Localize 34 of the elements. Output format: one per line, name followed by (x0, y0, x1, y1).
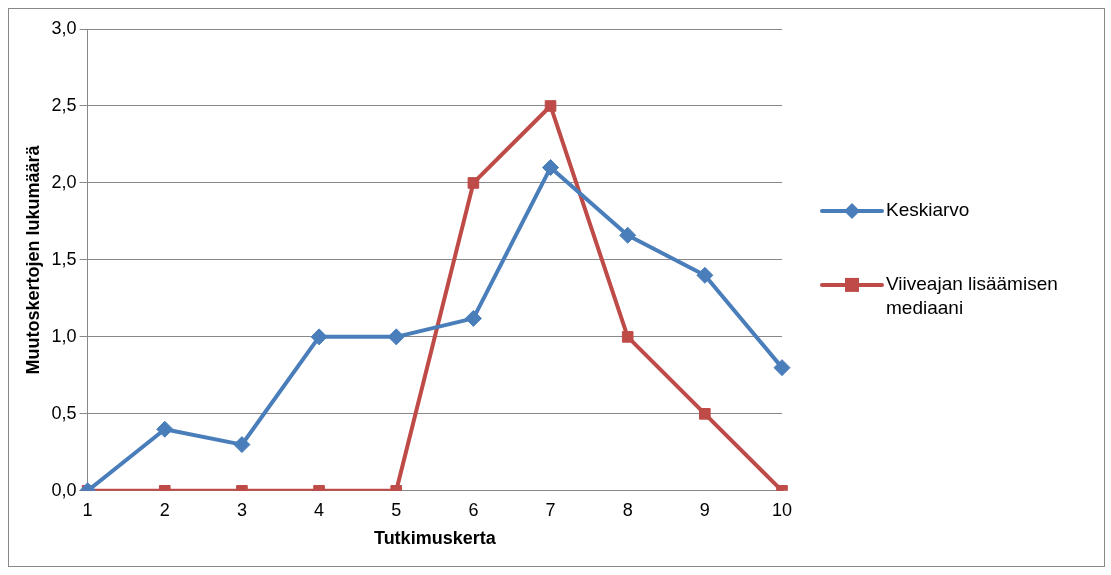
point (387, 328, 405, 346)
y-tick-label: 3,0 (51, 17, 77, 38)
point (464, 309, 482, 327)
x-axis-title: Tutkimuskerta (373, 528, 497, 549)
point (773, 359, 791, 377)
y-tick-label: 2,5 (51, 94, 77, 115)
point (542, 159, 560, 177)
x-tick-label: 7 (545, 499, 556, 520)
y-tick-label: 2,0 (51, 171, 77, 192)
x-tick-label: 1 (82, 499, 93, 520)
x-tick-label: 6 (468, 499, 479, 520)
point (699, 408, 711, 420)
x-tick-label: 4 (314, 499, 325, 520)
y-tick-label: 0,5 (51, 402, 77, 423)
y-tick-label: 1,5 (51, 248, 77, 269)
x-tick-label: 9 (699, 499, 710, 520)
x-tick-label: 3 (236, 499, 247, 520)
point (619, 226, 637, 244)
x-tick-label: 8 (622, 499, 633, 520)
x-tick-label: 10 (771, 499, 793, 520)
point (233, 436, 251, 454)
y-tick-label: 0,0 (51, 479, 77, 500)
y-tick-label: 1,0 (51, 325, 77, 346)
point (544, 100, 557, 112)
y-axis-title: Muutoskertojen lukumäärä (22, 144, 43, 375)
legend-label: Keskiarvo (886, 199, 970, 221)
point (621, 331, 634, 343)
point (696, 266, 714, 284)
legend-label: Viiveajan lisäämisen mediaani (886, 273, 1058, 319)
point (467, 177, 480, 189)
point (310, 328, 328, 346)
x-tick-label: 5 (391, 499, 402, 520)
x-tick-label: 2 (159, 499, 170, 520)
point (156, 420, 174, 438)
